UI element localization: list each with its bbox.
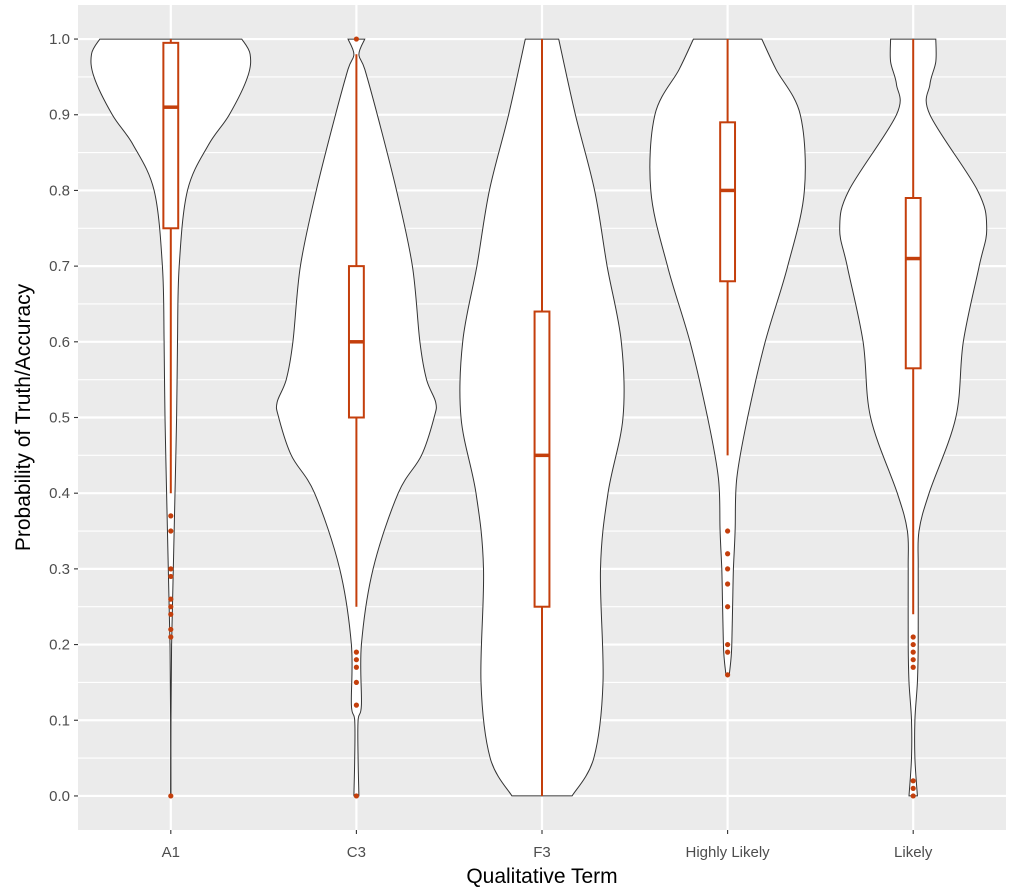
outlier-point bbox=[353, 679, 359, 686]
box-likely bbox=[904, 197, 922, 370]
x-tick-label: A1 bbox=[162, 844, 180, 861]
x-axis: A1 C3 F3 Highly Likely Likely bbox=[162, 830, 933, 861]
outlier-point bbox=[168, 573, 174, 580]
y-tick-label: 0.8 bbox=[49, 182, 70, 199]
outlier-point bbox=[725, 672, 731, 678]
outlier-point bbox=[168, 611, 174, 617]
y-tick-label: 0.7 bbox=[49, 258, 70, 275]
outlier-point bbox=[910, 657, 916, 663]
outlier-point bbox=[168, 566, 174, 572]
y-tick-label: 0.1 bbox=[49, 712, 70, 729]
outlier-point bbox=[168, 793, 174, 799]
y-tick-label: 0.4 bbox=[49, 485, 70, 502]
x-tick-label: Highly Likely bbox=[685, 844, 770, 861]
y-tick-label: 0.6 bbox=[49, 334, 70, 351]
outlier-point bbox=[910, 634, 916, 640]
outlier-point bbox=[725, 528, 731, 534]
outlier-point bbox=[353, 649, 359, 655]
outlier-point bbox=[725, 649, 731, 655]
outlier-point bbox=[725, 604, 731, 610]
outlier-point bbox=[910, 649, 916, 655]
outlier-point bbox=[168, 513, 174, 519]
x-tick-label: Likely bbox=[894, 844, 933, 861]
y-tick-label: 0.0 bbox=[49, 788, 70, 805]
outlier-point bbox=[725, 641, 731, 648]
outlier-point bbox=[725, 566, 731, 572]
outlier-point bbox=[910, 664, 916, 670]
x-axis-title: Qualitative Term bbox=[466, 865, 617, 888]
box-f3 bbox=[533, 310, 551, 608]
box-a1 bbox=[162, 41, 180, 230]
y-tick-label: 0.2 bbox=[49, 637, 70, 654]
x-tick-label: C3 bbox=[347, 844, 366, 861]
outlier-point bbox=[910, 641, 916, 648]
outlier-point bbox=[168, 596, 174, 602]
outlier-point bbox=[168, 528, 174, 534]
y-tick-label: 0.9 bbox=[49, 107, 70, 124]
outlier-point bbox=[168, 604, 174, 610]
outlier-point bbox=[910, 793, 916, 799]
boxplots-layer bbox=[162, 36, 922, 799]
x-tick-label: F3 bbox=[533, 844, 551, 861]
outlier-point bbox=[353, 702, 359, 708]
outlier-point bbox=[725, 581, 731, 587]
outlier-point bbox=[725, 551, 731, 557]
outlier-point bbox=[168, 626, 174, 633]
y-tick-label: 0.5 bbox=[49, 410, 70, 427]
outlier-point bbox=[910, 785, 916, 791]
y-tick-label: 0.3 bbox=[49, 561, 70, 578]
outlier-point bbox=[353, 36, 359, 42]
y-axis: 0.0 0.1 0.2 0.3 0.4 0.5 0.6 0.7 0.8 0.9 1.0 bbox=[49, 31, 78, 805]
outlier-point bbox=[353, 664, 359, 670]
outlier-point bbox=[168, 634, 174, 640]
y-tick-label: 1.0 bbox=[49, 31, 70, 48]
outlier-point bbox=[353, 657, 359, 663]
y-axis-title: Probability of Truth/Accuracy bbox=[12, 283, 35, 551]
box-highly-likely bbox=[719, 121, 737, 283]
outlier-point bbox=[910, 778, 916, 784]
outlier-point bbox=[353, 793, 359, 799]
